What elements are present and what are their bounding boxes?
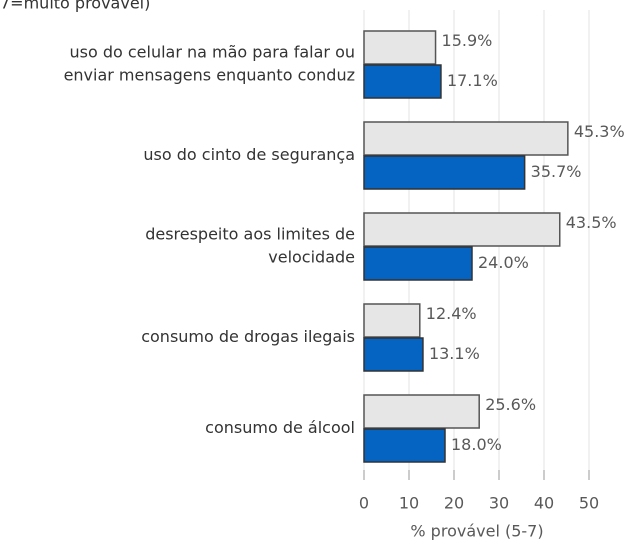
x-tick-label: 50 <box>579 494 599 513</box>
x-axis-label: % provável (5-7) <box>410 522 543 541</box>
bar <box>363 212 561 247</box>
value-label: 24.0% <box>478 253 529 272</box>
category-label-line: enviar mensagens enquanto conduz <box>64 65 355 84</box>
value-label: 35.7% <box>531 162 582 181</box>
value-label: 18.0% <box>451 435 502 454</box>
category-label-line: desrespeito aos limites de <box>145 224 355 243</box>
bar <box>363 246 473 281</box>
value-label: 15.9% <box>442 31 493 50</box>
value-label: 25.6% <box>485 395 536 414</box>
category-label-line: consumo de álcool <box>205 418 355 437</box>
bar <box>363 394 480 429</box>
bar <box>363 155 526 190</box>
value-label: 43.5% <box>566 213 617 232</box>
bar <box>363 303 421 338</box>
category-label-line: velocidade <box>268 247 355 266</box>
bar <box>363 64 442 99</box>
x-tick-label: 0 <box>359 494 369 513</box>
value-label: 17.1% <box>447 71 498 90</box>
x-tick-label: 40 <box>534 494 554 513</box>
value-label: 45.3% <box>574 122 625 141</box>
category-label: desrespeito aos limites de velocidade <box>145 224 355 266</box>
category-label: consumo de drogas ilegais <box>141 327 355 346</box>
bar <box>363 30 437 65</box>
x-tick-label: 10 <box>399 494 419 513</box>
bar <box>363 337 424 372</box>
bar <box>363 121 569 156</box>
value-label: 13.1% <box>429 344 480 363</box>
category-label-line: uso do celular na mão para falar ou <box>69 42 355 61</box>
category-label: consumo de álcool <box>205 418 355 437</box>
category-label: uso do cinto de segurança <box>143 145 355 164</box>
value-label: 12.4% <box>426 304 477 323</box>
category-label-line: uso do cinto de segurança <box>143 145 355 164</box>
x-tick-label: 30 <box>489 494 509 513</box>
category-label: uso do celular na mão para falar ou envia… <box>64 42 355 84</box>
chart-title: 7=muito provável) <box>0 0 150 13</box>
x-tick-label: 20 <box>444 494 464 513</box>
category-label-line: consumo de drogas ilegais <box>141 327 355 346</box>
bar <box>363 428 446 463</box>
